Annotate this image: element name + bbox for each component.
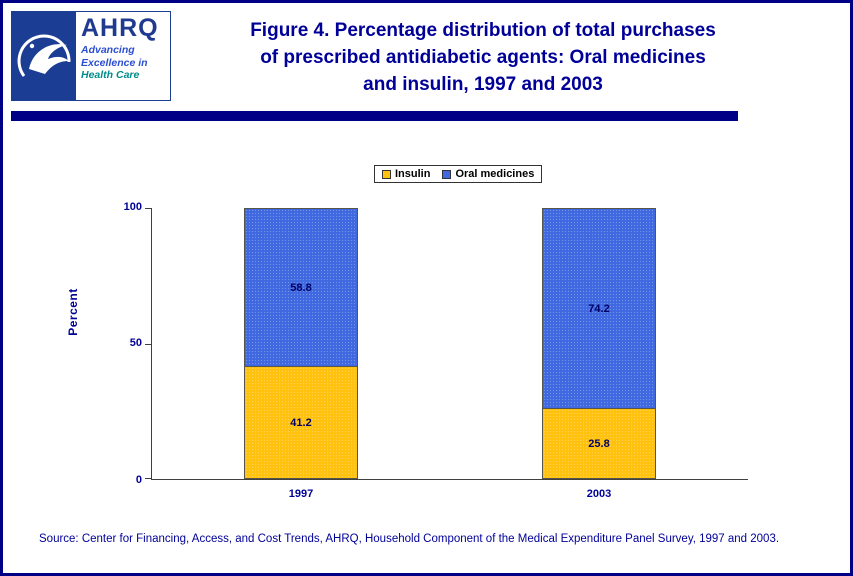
- ahrq-tagline-line2: Health Care: [81, 69, 140, 82]
- bar-segment-oral-medicines-1997: 58.8: [244, 208, 358, 368]
- value-label-oral-medicines-2003: 74.2: [588, 302, 610, 315]
- figure-title-line2: of prescribed antidiabetic agents: Oral …: [260, 47, 706, 68]
- y-tick-mark: [145, 208, 152, 209]
- bar-segment-oral-medicines-2003: 74.2: [542, 208, 656, 410]
- figure-title: Figure 4. Percentage distribution of tot…: [183, 17, 783, 98]
- agency-logo-block: AHRQ Advancing Excellence in Health Care: [11, 11, 171, 101]
- y-tick-label-100: 100: [123, 201, 142, 213]
- x-tick-label-2003: 2003: [586, 488, 612, 500]
- hhs-logo: [12, 12, 76, 100]
- header-rule: [11, 111, 738, 121]
- bar-slot-1997: 58.8 41.2: [152, 208, 450, 479]
- figure-title-line3: and insulin, 1997 and 2003: [363, 74, 603, 95]
- ahrq-tagline-line1: Advancing Excellence in: [81, 44, 148, 69]
- y-axis-label: Percent: [66, 288, 80, 336]
- ahrq-logo: AHRQ Advancing Excellence in Health Care: [76, 12, 171, 100]
- legend-item-oral-medicines: Oral medicines: [442, 168, 534, 180]
- stacked-bar-1997: 58.8 41.2: [244, 208, 358, 479]
- value-label-insulin-2003: 25.8: [588, 437, 610, 450]
- stacked-bar-2003: 74.2 25.8: [542, 208, 656, 479]
- chart-legend: Insulin Oral medicines: [374, 165, 543, 183]
- value-label-insulin-1997: 41.2: [290, 416, 312, 429]
- bar-segment-insulin-1997: 41.2: [244, 367, 358, 479]
- figure-title-line1: Figure 4. Percentage distribution of tot…: [250, 20, 716, 41]
- y-tick-mark: [145, 478, 152, 479]
- y-tick-label-50: 50: [129, 336, 142, 349]
- legend-label-insulin: Insulin: [395, 168, 431, 180]
- x-tick-label-1997: 1997: [288, 488, 314, 500]
- bar-slot-2003: 74.2 25.8: [450, 208, 748, 479]
- ahrq-acronym: AHRQ: [81, 14, 159, 42]
- oral-medicines-swatch-icon: [442, 169, 452, 179]
- source-note: Source: Center for Financing, Access, an…: [39, 533, 780, 545]
- legend-label-oral-medicines: Oral medicines: [455, 168, 535, 180]
- y-tick-mark: [145, 343, 152, 345]
- plot-area: 100 50 0 58.8 41.2 74.2 25.8: [124, 201, 748, 500]
- insulin-swatch-icon: [382, 169, 391, 179]
- y-tick-label-0: 0: [135, 474, 142, 486]
- value-label-oral-medicines-1997: 58.8: [290, 281, 312, 294]
- ahrq-tagline: Advancing Excellence in Health Care: [81, 44, 169, 82]
- bar-segment-insulin-2003: 25.8: [542, 409, 656, 479]
- legend-item-insulin: Insulin: [382, 168, 430, 180]
